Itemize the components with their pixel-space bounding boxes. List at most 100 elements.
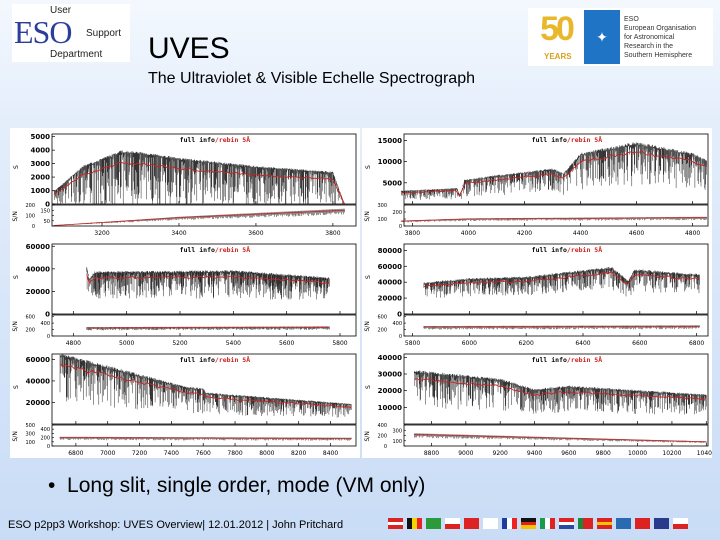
sn-axis-label: S/N [364,211,371,221]
sn-axes-frame [51,424,357,447]
member-state-flags [388,518,688,529]
y-tick-label: 15000 [378,137,402,145]
y-tick-label: 60000 [26,243,50,251]
y-axis-label: S [365,165,372,169]
flag-italy [540,518,555,529]
sn-tick-label: 150 [40,208,50,214]
sn-rebin [414,434,707,443]
flag-austria [388,518,403,529]
sn-tick-label: 500 [25,423,35,429]
flag-sweden [616,518,631,529]
x-tick-label: 3600 [248,230,263,237]
logo-eso-letters: ESO [14,14,72,50]
y-tick-label: 10000 [378,404,402,412]
x-tick-label: 10000 [628,450,647,457]
logo-line: Support [86,28,122,39]
sn-tick-label: 100 [25,214,35,220]
x-tick-label: 4800 [685,230,700,237]
y-tick-label: 40000 [26,265,50,273]
eso-50-years-logo: 50 YEARS ✦ ESO European Organisation for As… [528,8,713,66]
x-tick-label: 10200 [662,450,681,457]
x-tick-label: 4800 [66,340,81,347]
legend-full-info: full info [180,246,215,254]
x-tick-label: 8800 [424,450,439,457]
x-tick-label: 10400 [697,450,712,457]
y-tick-label: 10000 [378,158,402,166]
sn-tick-label: 0 [399,224,402,230]
y-tick-label: 0 [45,201,50,209]
legend-rebin: /rebin 5Å [215,245,250,254]
flag-netherlands [559,518,574,529]
x-tick-label: 6000 [462,340,477,347]
spectrum-panel-1: 3200 3400 3600 3800 0 1000 2000 3000 4000 5000 0 50… [10,128,360,238]
x-tick-label: 5800 [405,340,420,347]
x-tick-label: 9200 [493,450,508,457]
flag-denmark [464,518,479,529]
sn-tick-label: 200 [25,328,35,334]
spectrum-plot: 8800 9000 9200 9400 9600 9800 10000 10200 10400 1… [364,353,712,457]
bullet-text: Long slit, single order, mode (VM only) [67,474,426,497]
sn-axes-frame [403,314,709,337]
sn-tick-label: 400 [392,321,402,327]
sn-axes-frame [51,314,357,337]
sn-axes-frame [403,204,709,227]
sn-rebin [423,325,700,328]
flag-portugal [578,518,593,529]
y-tick-label: 0 [45,311,50,319]
sn-axis-label: S/N [364,431,371,441]
legend-full-info: full info [532,136,567,144]
legend: full info/rebin 5Å [532,135,603,144]
sn-tick-label: 400 [40,427,50,433]
sn-tick-label: 600 [25,315,35,321]
y-tick-label: 20000 [378,387,402,395]
logo-line: Department [50,49,103,60]
spectrum-plot: 5800 6000 6200 6400 6600 68000200004000060000… [364,243,709,347]
footer-text: ESO p2pp3 Workshop: UVES Overview| 12.01… [8,519,344,531]
y-tick-label: 30000 [378,371,402,379]
sn-full-info [86,326,330,331]
sn-tick-label: 100 [392,439,402,445]
main-axes-frame [403,353,709,425]
legend-rebin: /rebin 5Å [567,355,602,364]
eso-org: ESO [624,15,639,23]
x-tick-label: 7200 [132,450,147,457]
x-tick-label: 4200 [517,230,532,237]
legend: full info/rebin 5Å [180,245,251,254]
rebin-spectrum [53,161,345,205]
legend: full info/rebin 5Å [532,245,603,254]
sn-tick-label: 100 [377,217,387,223]
legend-full-info: full info [180,136,215,144]
x-tick-label: 5800 [332,340,347,347]
y-tick-label: 60000 [26,356,50,364]
y-tick-label: 2000 [31,174,51,182]
main-axes-frame [403,133,709,205]
flag-spain [597,518,612,529]
spectrum-panel-4: 5800 6000 6200 6400 6600 6800 0 20000 40000 60000… [362,238,712,348]
logo-line: User [50,5,72,16]
sn-tick-label: 0 [47,334,50,340]
sn-tick-label: 0 [47,444,50,450]
eso-line: for Astronomical [624,33,675,41]
sn-tick-label: 50 [44,219,50,225]
x-tick-label: 5200 [172,340,187,347]
flag-belgium [407,518,422,529]
legend-full-info: full info [180,356,215,364]
flag-czech-republic [445,518,460,529]
x-tick-label: 4000 [461,230,476,237]
slide-title: UVES [148,32,230,65]
legend-full-info: full info [532,356,567,364]
main-axes-frame [51,243,357,315]
rebin-spectrum [423,270,700,288]
sn-axis-label: S/N [12,431,19,441]
sn-tick-label: 200 [40,436,50,442]
x-tick-label: 6400 [575,340,590,347]
bullet-point: • Long slit, single order, mode (VM only… [48,474,426,497]
sn-tick-label: 300 [392,428,402,434]
legend-rebin: /rebin 5Å [215,135,250,144]
anniversary-number: 50 [540,10,575,48]
x-tick-label: 5000 [119,340,134,347]
eso-line: Southern Hemisphere [624,51,693,59]
x-tick-label: 7400 [164,450,179,457]
sn-rebin [53,209,345,226]
y-tick-label: 40000 [378,354,402,362]
